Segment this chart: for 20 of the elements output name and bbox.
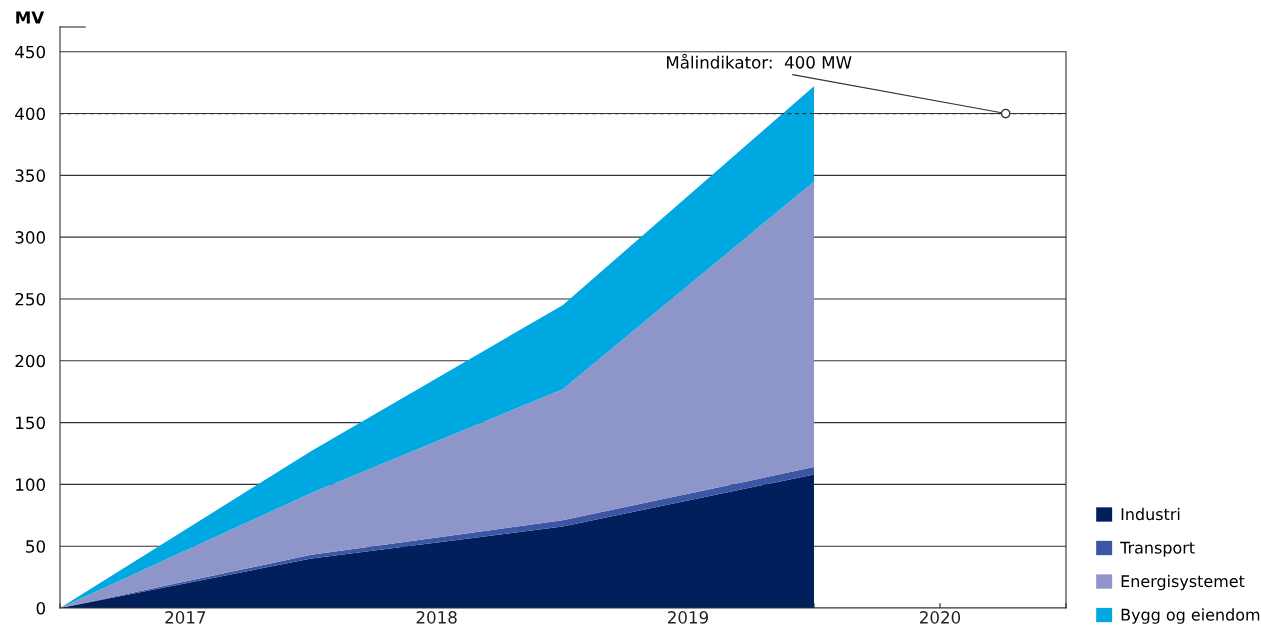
- y-tick-label: 250: [15, 292, 45, 306]
- y-tick-label: 450: [15, 45, 45, 59]
- legend-label: Industri: [1121, 507, 1180, 521]
- ref-line-label: Målindikator: 400 MW: [667, 53, 852, 69]
- y-tick-label: 150: [16, 416, 45, 430]
- y-axis-title: MV: [16, 11, 45, 24]
- y-tick-label: 350: [15, 169, 45, 182]
- y-tick-label: 300: [15, 231, 45, 244]
- x-tick-label: 2019: [667, 611, 709, 624]
- x-tick-label: 2018: [416, 611, 457, 624]
- legend-label: Bygg og eiendom: [1121, 608, 1260, 624]
- y-tick-label: 200: [15, 354, 45, 368]
- y-tick-label: 0: [36, 601, 45, 615]
- x-tick-label: 2017: [165, 611, 206, 624]
- y-tick-label: 100: [16, 478, 45, 491]
- legend-label: Transport: [1120, 541, 1195, 557]
- y-tick-label: 50: [26, 540, 45, 553]
- legend-label: Energisystemet: [1121, 574, 1245, 591]
- x-tick-label: 2020: [920, 611, 961, 624]
- y-tick-label: 400: [15, 107, 45, 121]
